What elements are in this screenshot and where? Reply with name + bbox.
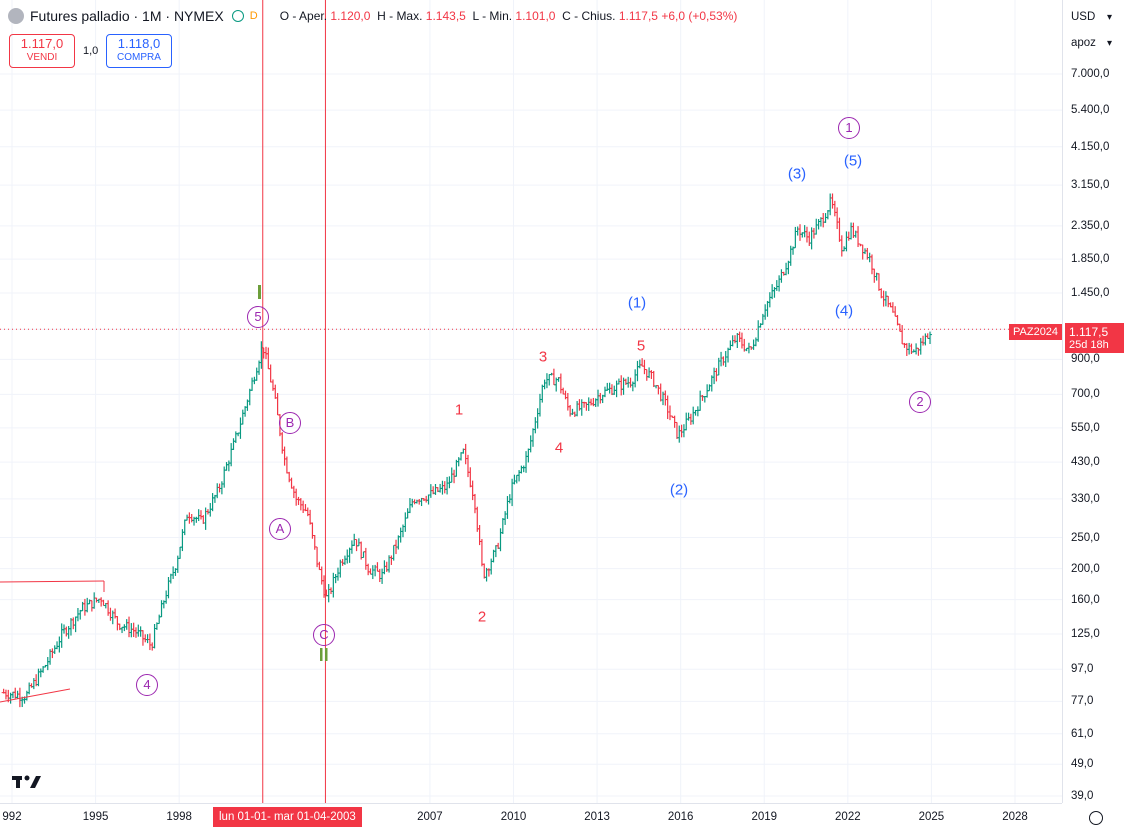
wave-label-purple-1: 1 — [838, 117, 860, 139]
price-tick-label: 4.150,0 — [1071, 140, 1110, 153]
price-tick-label: 77,0 — [1071, 695, 1094, 708]
wave-label-blue-3: (3) — [787, 165, 807, 183]
price-tick-label: 330,0 — [1071, 492, 1100, 505]
wave-label-red-5: 5 — [636, 337, 646, 355]
wave-label-blue-2: (2) — [669, 481, 689, 499]
price-tick-label: 61,0 — [1071, 727, 1094, 740]
sell-button[interactable]: 1.117,0 VENDI — [9, 34, 75, 68]
price-tick-label: 160,0 — [1071, 593, 1100, 606]
buy-price: 1.118,0 — [117, 36, 161, 51]
wave-label-purple-A: A — [269, 518, 291, 540]
trend-line — [0, 580, 105, 583]
low-value: 1.101,0 — [515, 9, 556, 23]
signal-marker — [325, 648, 328, 661]
market-status-icon — [231, 10, 244, 22]
last-price-tag: 1.117,5 25d 18h — [1065, 323, 1124, 353]
wave-label-purple-2: 2 — [909, 391, 931, 413]
symbol-logo-icon[interactable] — [8, 8, 24, 24]
time-tick-label: 2028 — [1002, 811, 1028, 823]
low-label: L - Min. — [472, 9, 513, 23]
bar-countdown: 25d 18h — [1069, 339, 1109, 351]
chevron-down-icon[interactable]: ▾ — [1107, 12, 1113, 23]
symbol-title[interactable]: Futures palladio · 1M · NYMEX — [30, 8, 224, 24]
time-axis[interactable]: 992 1995 1998 2007 2010 2013 2016 2019 2022 2025 2… — [0, 803, 1103, 832]
wave-label-purple-C: C — [313, 624, 335, 646]
buy-label: COMPRA — [117, 52, 161, 63]
price-tick-label: 7.000,0 — [1071, 68, 1110, 80]
wave-label-purple-5: 5 — [247, 306, 269, 328]
spread-value: 1,0 — [83, 45, 99, 57]
price-tick-label: 200,0 — [1071, 562, 1100, 575]
settings-gear-icon[interactable] — [1089, 811, 1103, 825]
open-value: 1.120,0 — [330, 9, 371, 23]
close-value: 1.117,5 — [618, 9, 658, 23]
price-tick-label: 1.850,0 — [1071, 253, 1110, 266]
price-tick-label: 39,0 — [1071, 790, 1094, 802]
wave-label-blue-4: (4) — [834, 302, 854, 320]
price-tick-label: 430,0 — [1071, 456, 1100, 469]
wave-label-red-3: 3 — [538, 348, 548, 366]
high-label: H - Max. — [377, 9, 423, 23]
time-tick-label: 2019 — [751, 811, 778, 823]
wave-label-blue-5: (5) — [843, 152, 863, 170]
time-tick-label: 992 — [2, 811, 22, 823]
price-tick-label: 3.150,0 — [1071, 179, 1110, 192]
signal-marker — [258, 285, 261, 299]
time-tick-label: 1995 — [82, 811, 109, 823]
price-tick-label: 49,0 — [1071, 758, 1094, 771]
price-tick-label: 550,0 — [1071, 421, 1100, 434]
price-tick-label: 250,0 — [1071, 531, 1100, 544]
time-tick-label: 2022 — [835, 811, 861, 823]
wave-label-purple-B: B — [279, 412, 301, 434]
high-value: 1.143,5 — [425, 9, 466, 23]
wave-label-red-2: 2 — [477, 608, 487, 626]
time-cursor-label: lun 01-01- mar 01-04-2003 — [213, 807, 362, 827]
change-value: +6,0 (+0,53%) — [661, 9, 738, 23]
buy-button[interactable]: 1.118,0 COMPRA — [106, 34, 172, 68]
open-label: O - Aper. — [279, 9, 328, 23]
price-chart[interactable] — [0, 0, 1062, 803]
ohlc-values: O - Aper. 1.120,0 H - Max. 1.143,5 L - M… — [280, 9, 738, 23]
price-tick-label: 700,0 — [1071, 388, 1100, 401]
unit-select[interactable]: apoz — [1071, 37, 1096, 49]
delay-badge: D — [249, 10, 258, 22]
time-tick-label: 2013 — [584, 811, 610, 823]
price-tick-label: 97,0 — [1071, 663, 1094, 676]
last-symbol-tag: PAZ2024 — [1009, 324, 1063, 340]
signal-marker — [320, 648, 323, 661]
price-tick-label: 125,0 — [1071, 627, 1100, 640]
wave-label-blue-1: (1) — [627, 294, 647, 312]
close-label: C - Chius. — [562, 9, 616, 23]
wave-label-red-4: 4 — [554, 439, 564, 457]
wave-label-red-1: 1 — [454, 401, 464, 419]
price-tick-label: 900,0 — [1071, 353, 1100, 366]
currency-select[interactable]: USD — [1071, 11, 1096, 23]
time-tick-label: 2007 — [417, 811, 443, 823]
chevron-down-icon[interactable]: ▾ — [1107, 38, 1113, 49]
time-tick-label: 2025 — [918, 811, 945, 823]
trend-line — [0, 688, 71, 703]
last-price: 1.117,5 — [1069, 325, 1109, 339]
sell-label: VENDI — [26, 52, 58, 63]
price-axis[interactable]: USD ▾ apoz ▾ 7.000,0 5.400,0 4.150,0 3.150,… — [1062, 0, 1124, 803]
time-tick-label: 2016 — [667, 811, 694, 823]
price-tick-label: 1.450,0 — [1071, 287, 1110, 299]
chart-plot-area[interactable]: Futures palladio · 1M · NYMEX D O - Aper… — [0, 0, 1062, 803]
sell-price: 1.117,0 — [20, 36, 64, 51]
price-tick-label: 2.350,0 — [1071, 219, 1110, 232]
chart-legend: Futures palladio · 1M · NYMEX D O - Aper… — [8, 8, 737, 24]
time-tick-label: 2010 — [500, 811, 527, 823]
price-tick-label: 5.400,0 — [1071, 104, 1110, 117]
wave-label-purple-4: 4 — [136, 674, 158, 696]
time-tick-label: 1998 — [166, 811, 192, 823]
